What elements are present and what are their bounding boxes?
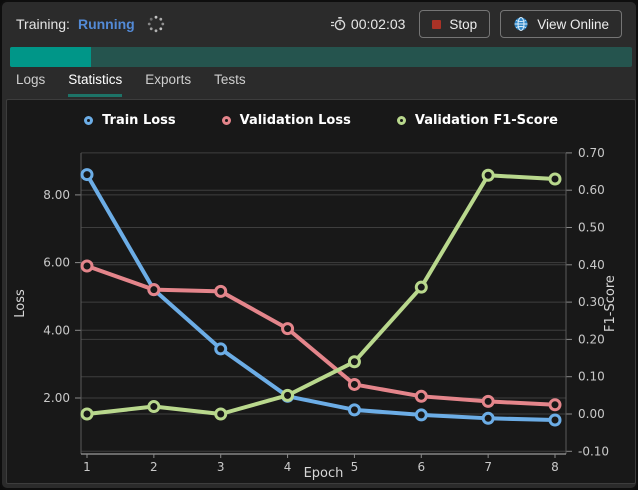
svg-text:8: 8 [551,460,559,474]
elapsed-timer: 00:02:03 [330,16,406,32]
svg-text:6.00: 6.00 [43,256,70,270]
svg-text:8.00: 8.00 [43,188,70,202]
svg-text:3: 3 [217,460,225,474]
legend-item-validation-loss[interactable]: Validation Loss [221,112,351,128]
training-status-group: Training: Running [16,15,165,33]
svg-text:Loss: Loss [13,289,28,318]
tab-exports[interactable]: Exports [145,72,192,87]
svg-text:-0.10: -0.10 [578,444,609,458]
svg-text:0.40: 0.40 [578,258,605,272]
stop-button[interactable]: Stop [419,10,491,38]
svg-text:4: 4 [284,460,292,474]
svg-text:2: 2 [150,460,158,474]
timer-value: 00:02:03 [350,16,406,32]
legend-item-train-loss[interactable]: Train Loss [84,113,176,128]
training-progress-bar [10,47,632,67]
stopwatch-icon [330,17,346,31]
view-online-button[interactable]: View Online [500,10,622,38]
legend-marker-train-loss-icon [84,115,94,125]
svg-text:0.20: 0.20 [578,332,605,346]
svg-text:6: 6 [417,460,425,474]
svg-text:0.00: 0.00 [578,407,605,421]
tab-bar: Logs Statistics Exports Tests [16,72,246,99]
svg-text:F1-Score: F1-Score [603,275,618,332]
tab-logs[interactable]: Logs [16,72,46,87]
stop-button-label: Stop [449,16,478,32]
view-online-label: View Online [537,16,609,32]
tab-statistics[interactable]: Statistics [68,72,123,97]
svg-text:Epoch: Epoch [304,466,344,481]
svg-text:0.10: 0.10 [578,370,605,384]
training-metrics-chart: -0.10 0.00 0.10 0.20 0.30 0.40 0.50 0.60 0.70 2.0… [13,146,618,481]
legend-marker-validation-f1-icon [396,115,406,125]
svg-text:0.60: 0.60 [578,183,605,197]
svg-text:0.30: 0.30 [578,295,605,309]
legend-label-validation-loss: Validation Loss [239,112,351,128]
training-progress-fill [10,47,91,67]
stop-square-icon [432,19,442,29]
statistics-chart-panel: Train Loss Validation Loss Validation F1… [6,99,636,484]
svg-text:1: 1 [83,460,91,474]
svg-text:0.70: 0.70 [578,146,605,160]
legend-label-validation-f1: Validation F1-Score [414,112,558,128]
globe-icon [514,17,528,31]
legend-marker-validation-loss-icon [221,115,231,125]
svg-text:2.00: 2.00 [43,391,70,405]
legend-item-validation-f1[interactable]: Validation F1-Score [396,112,558,128]
top-bar: Training: Running [4,2,634,46]
legend-label-train-loss: Train Loss [102,112,176,128]
training-label: Training: [16,16,70,32]
loading-spinner-icon [147,15,164,33]
svg-text:4.00: 4.00 [43,323,70,337]
svg-text:5: 5 [351,460,359,474]
chart-legend: Train Loss Validation Loss Validation F1… [7,109,635,131]
svg-text:7: 7 [484,460,492,474]
tab-tests[interactable]: Tests [214,72,246,87]
top-bar-actions: 00:02:03 Stop View Online [330,10,622,38]
svg-text:0.50: 0.50 [578,221,605,235]
training-status-value: Running [77,16,135,32]
